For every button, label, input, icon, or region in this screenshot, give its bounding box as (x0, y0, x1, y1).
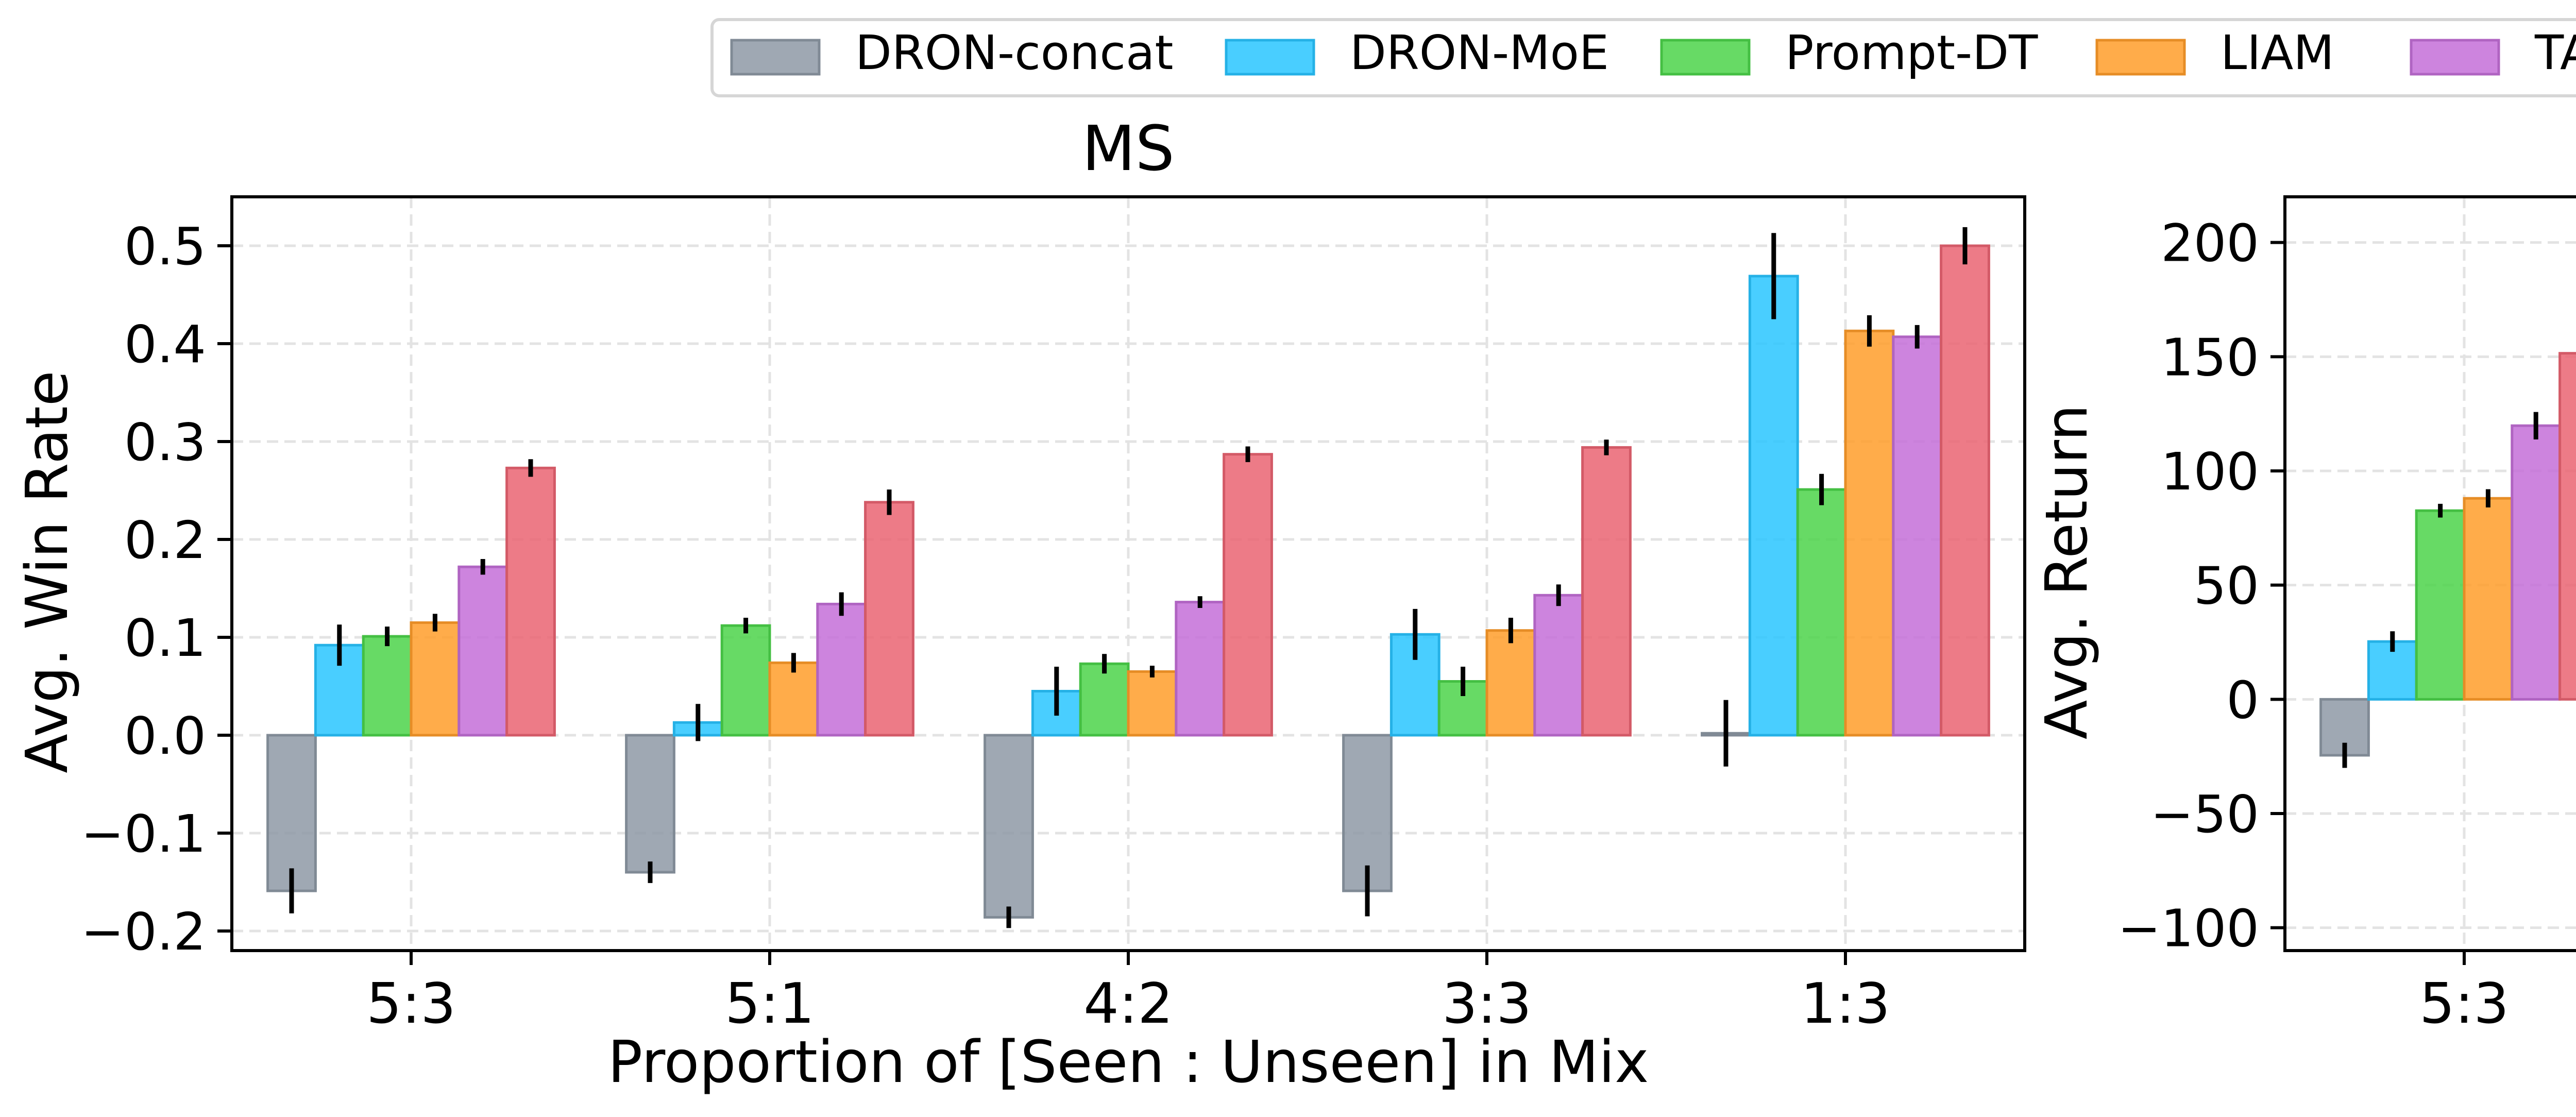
legend-label: LIAM (2221, 25, 2334, 80)
bar (1892, 335, 1943, 737)
legend-item: DRON-MoE (1225, 25, 1609, 80)
legend-label: DRON-MoE (1350, 25, 1609, 80)
bar (1342, 734, 1393, 892)
legend-item: LIAM (2095, 25, 2334, 80)
bar (864, 501, 914, 737)
y-axis-label: Avg. Win Rate (14, 370, 81, 773)
bar (2511, 424, 2562, 701)
bar (1940, 244, 1990, 737)
bar (1748, 275, 1799, 737)
y-tick-label: 0.2 (124, 510, 206, 570)
bar (1485, 629, 1536, 737)
bar (816, 602, 867, 737)
y-tick-label: −100 (2117, 899, 2259, 959)
x-tick-label: 5:1 (725, 972, 815, 1036)
plot-frame (230, 195, 2026, 952)
x-tick-label: 4:2 (1083, 972, 1173, 1036)
y-tick-label: 200 (2161, 213, 2259, 274)
bar (2415, 509, 2466, 701)
bar (1533, 594, 1584, 737)
legend-item: Prompt-DT (1660, 25, 2038, 80)
y-tick-label: −0.2 (81, 902, 206, 962)
bar (362, 635, 413, 737)
bar (1223, 453, 1273, 737)
y-tick-label: −50 (2150, 784, 2259, 844)
bar (1844, 329, 1895, 737)
legend-swatch (2410, 39, 2500, 76)
y-tick-label: 100 (2161, 442, 2259, 502)
plot-frame (2283, 195, 2576, 952)
bar (1796, 488, 1847, 737)
legend-item: TAO w/o PEL (ours) (2410, 25, 2576, 80)
x-tick-label: 5:3 (2419, 972, 2509, 1036)
y-tick-label: 0.1 (124, 608, 206, 668)
bar (768, 661, 819, 737)
bar (2558, 352, 2576, 701)
y-tick-label: 0.5 (124, 216, 206, 277)
chart-title: MS (1082, 113, 1175, 185)
y-tick-label: 0.4 (124, 314, 206, 375)
bar (266, 734, 317, 892)
y-axis-label: Avg. Return (2033, 404, 2100, 739)
legend-swatch (2095, 39, 2186, 76)
x-tick-label: 3:3 (1442, 972, 1532, 1036)
bar (2463, 497, 2514, 701)
bar (505, 466, 556, 737)
bar (720, 624, 771, 737)
bar (1175, 601, 1226, 737)
bar (1079, 662, 1130, 737)
bar (625, 734, 675, 874)
y-tick-label: 0 (2226, 670, 2259, 730)
y-tick-label: 0.3 (124, 412, 206, 472)
legend-swatch (730, 39, 821, 76)
y-tick-label: 150 (2161, 327, 2259, 387)
legend-frame (710, 18, 2576, 97)
legend-label: TAO w/o PEL (ours) (2534, 25, 2576, 80)
legend-item: DRON-concat (730, 25, 1173, 80)
legend-swatch (1225, 39, 1315, 76)
chart-panel-pa: PA Avg. Return Proportion of [Seen : Uns… (2033, 195, 2576, 1036)
x-axis-label: Proportion of [Seen : Unseen] in Mix (608, 1029, 1649, 1096)
y-tick-label: 50 (2194, 556, 2259, 616)
legend-swatch (1660, 39, 1751, 76)
y-tick-label: 0.0 (124, 706, 206, 766)
bar (457, 565, 509, 737)
x-tick-label: 5:3 (366, 972, 456, 1036)
bar (410, 621, 461, 737)
x-tick-label: 1:3 (1801, 972, 1890, 1036)
bar (984, 734, 1034, 919)
legend: DRON-concat DRON-MoE Prompt-DT LIAM TAO w/o … (710, 18, 2576, 97)
bar (1127, 670, 1178, 737)
chart-panel-ms: MS Avg. Win Rate Proportion of [Seen : U… (14, 113, 2026, 1096)
legend-label: Prompt-DT (1785, 25, 2038, 80)
legend-label: DRON-concat (855, 25, 1173, 80)
bar (1581, 446, 1632, 737)
y-tick-label: −0.1 (81, 804, 206, 864)
